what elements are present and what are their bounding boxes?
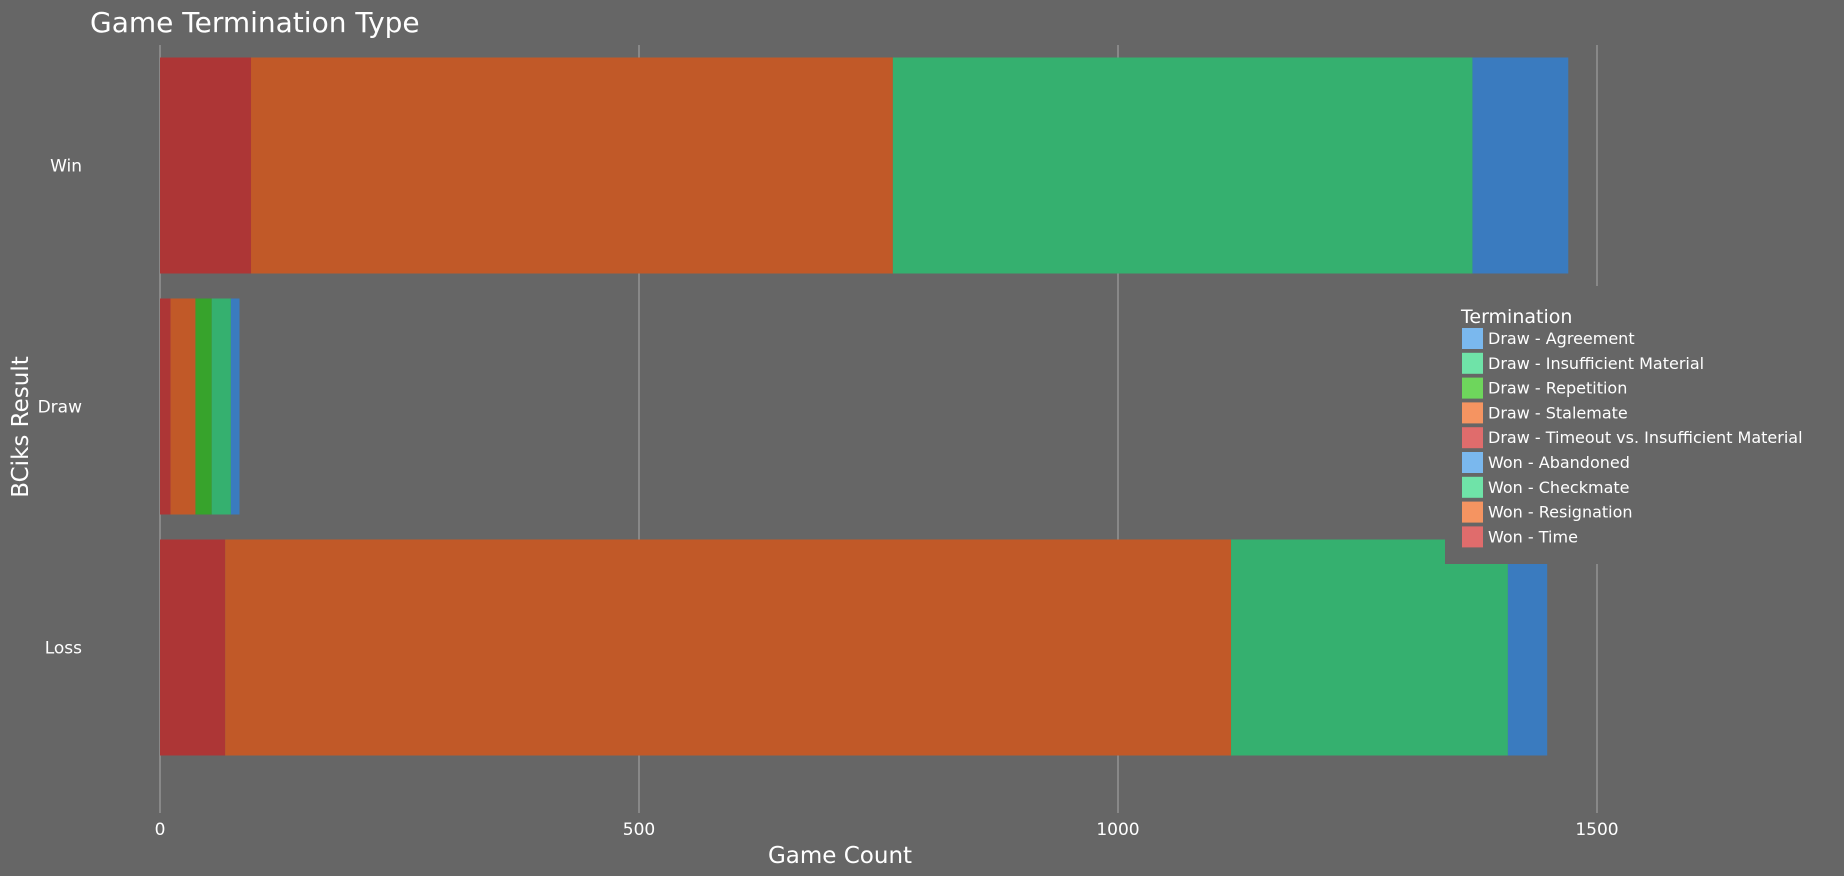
y-tick-label: Loss: [45, 639, 82, 659]
legend-label-won-abandoned: Won - Abandoned: [1488, 453, 1630, 472]
bar-win-won-resignation: [251, 57, 893, 274]
legend-swatch-won-time: [1462, 526, 1483, 548]
bar-win-won-checkmate: [892, 57, 1473, 274]
x-axis-ticks: 0 500 1000 1500: [155, 820, 1619, 840]
chart-title: Game Termination Type: [90, 6, 420, 39]
bar-win-won-time: [160, 57, 252, 274]
legend-items: Draw - Agreement Draw - Insufficient Mate…: [1462, 328, 1803, 548]
legend-swatch-draw-insufficient-material: [1462, 352, 1483, 374]
legend-swatch-draw-stalemate: [1462, 402, 1483, 424]
legend-swatch-draw-timeout-vs-insufficient-material: [1462, 427, 1483, 449]
legend-swatch-draw-repetition: [1462, 377, 1483, 399]
y-tick-label: Draw: [38, 398, 82, 418]
x-tick-label: 1000: [1096, 820, 1139, 840]
bar-draw-draw-insufficient-material: [211, 298, 231, 515]
legend: Termination Draw - Agreement Draw - Insuf…: [1445, 286, 1844, 564]
bar-draw-draw-repetition: [195, 298, 212, 515]
legend-label-draw-stalemate: Draw - Stalemate: [1488, 403, 1628, 422]
legend-label-draw-repetition: Draw - Repetition: [1488, 379, 1627, 398]
bars: [160, 57, 1569, 756]
x-axis-label: Game Count: [768, 843, 912, 869]
legend-label-draw-timeout-vs-insufficient-material: Draw - Timeout vs. Insufficient Material: [1488, 428, 1803, 447]
legend-swatch-draw-agreement: [1462, 328, 1483, 349]
bar-loss-won-time: [160, 539, 226, 756]
bar-draw-draw-agreement: [230, 298, 240, 515]
legend-label-draw-insufficient-material: Draw - Insufficient Material: [1488, 354, 1704, 373]
bar-win-won-abandoned: [1472, 57, 1569, 274]
legend-label-draw-agreement: Draw - Agreement: [1488, 329, 1635, 348]
bar-draw-draw-timeout-vs-insufficient-material: [160, 298, 171, 515]
y-axis-ticks: Win Draw Loss: [38, 157, 83, 659]
bar-loss-won-resignation: [225, 539, 1232, 756]
bar-draw-draw-stalemate: [170, 298, 196, 515]
x-tick-label: 500: [623, 820, 655, 840]
legend-swatch-won-resignation: [1462, 501, 1483, 523]
legend-label-won-resignation: Won - Resignation: [1488, 503, 1633, 522]
x-tick-label: 1500: [1575, 820, 1618, 840]
bar-loss-won-abandoned: [1507, 539, 1548, 756]
y-axis-label: BCiks Result: [8, 356, 34, 498]
legend-label-won-time: Won - Time: [1488, 527, 1578, 546]
legend-title: Termination: [1460, 306, 1572, 328]
x-tick-label: 0: [155, 820, 166, 840]
bar-loss-won-checkmate: [1231, 539, 1508, 756]
y-tick-label: Win: [50, 157, 82, 177]
legend-label-won-checkmate: Won - Checkmate: [1488, 478, 1629, 497]
legend-swatch-won-abandoned: [1462, 452, 1483, 473]
legend-swatch-won-checkmate: [1462, 476, 1483, 498]
legend-background: [1445, 286, 1844, 564]
